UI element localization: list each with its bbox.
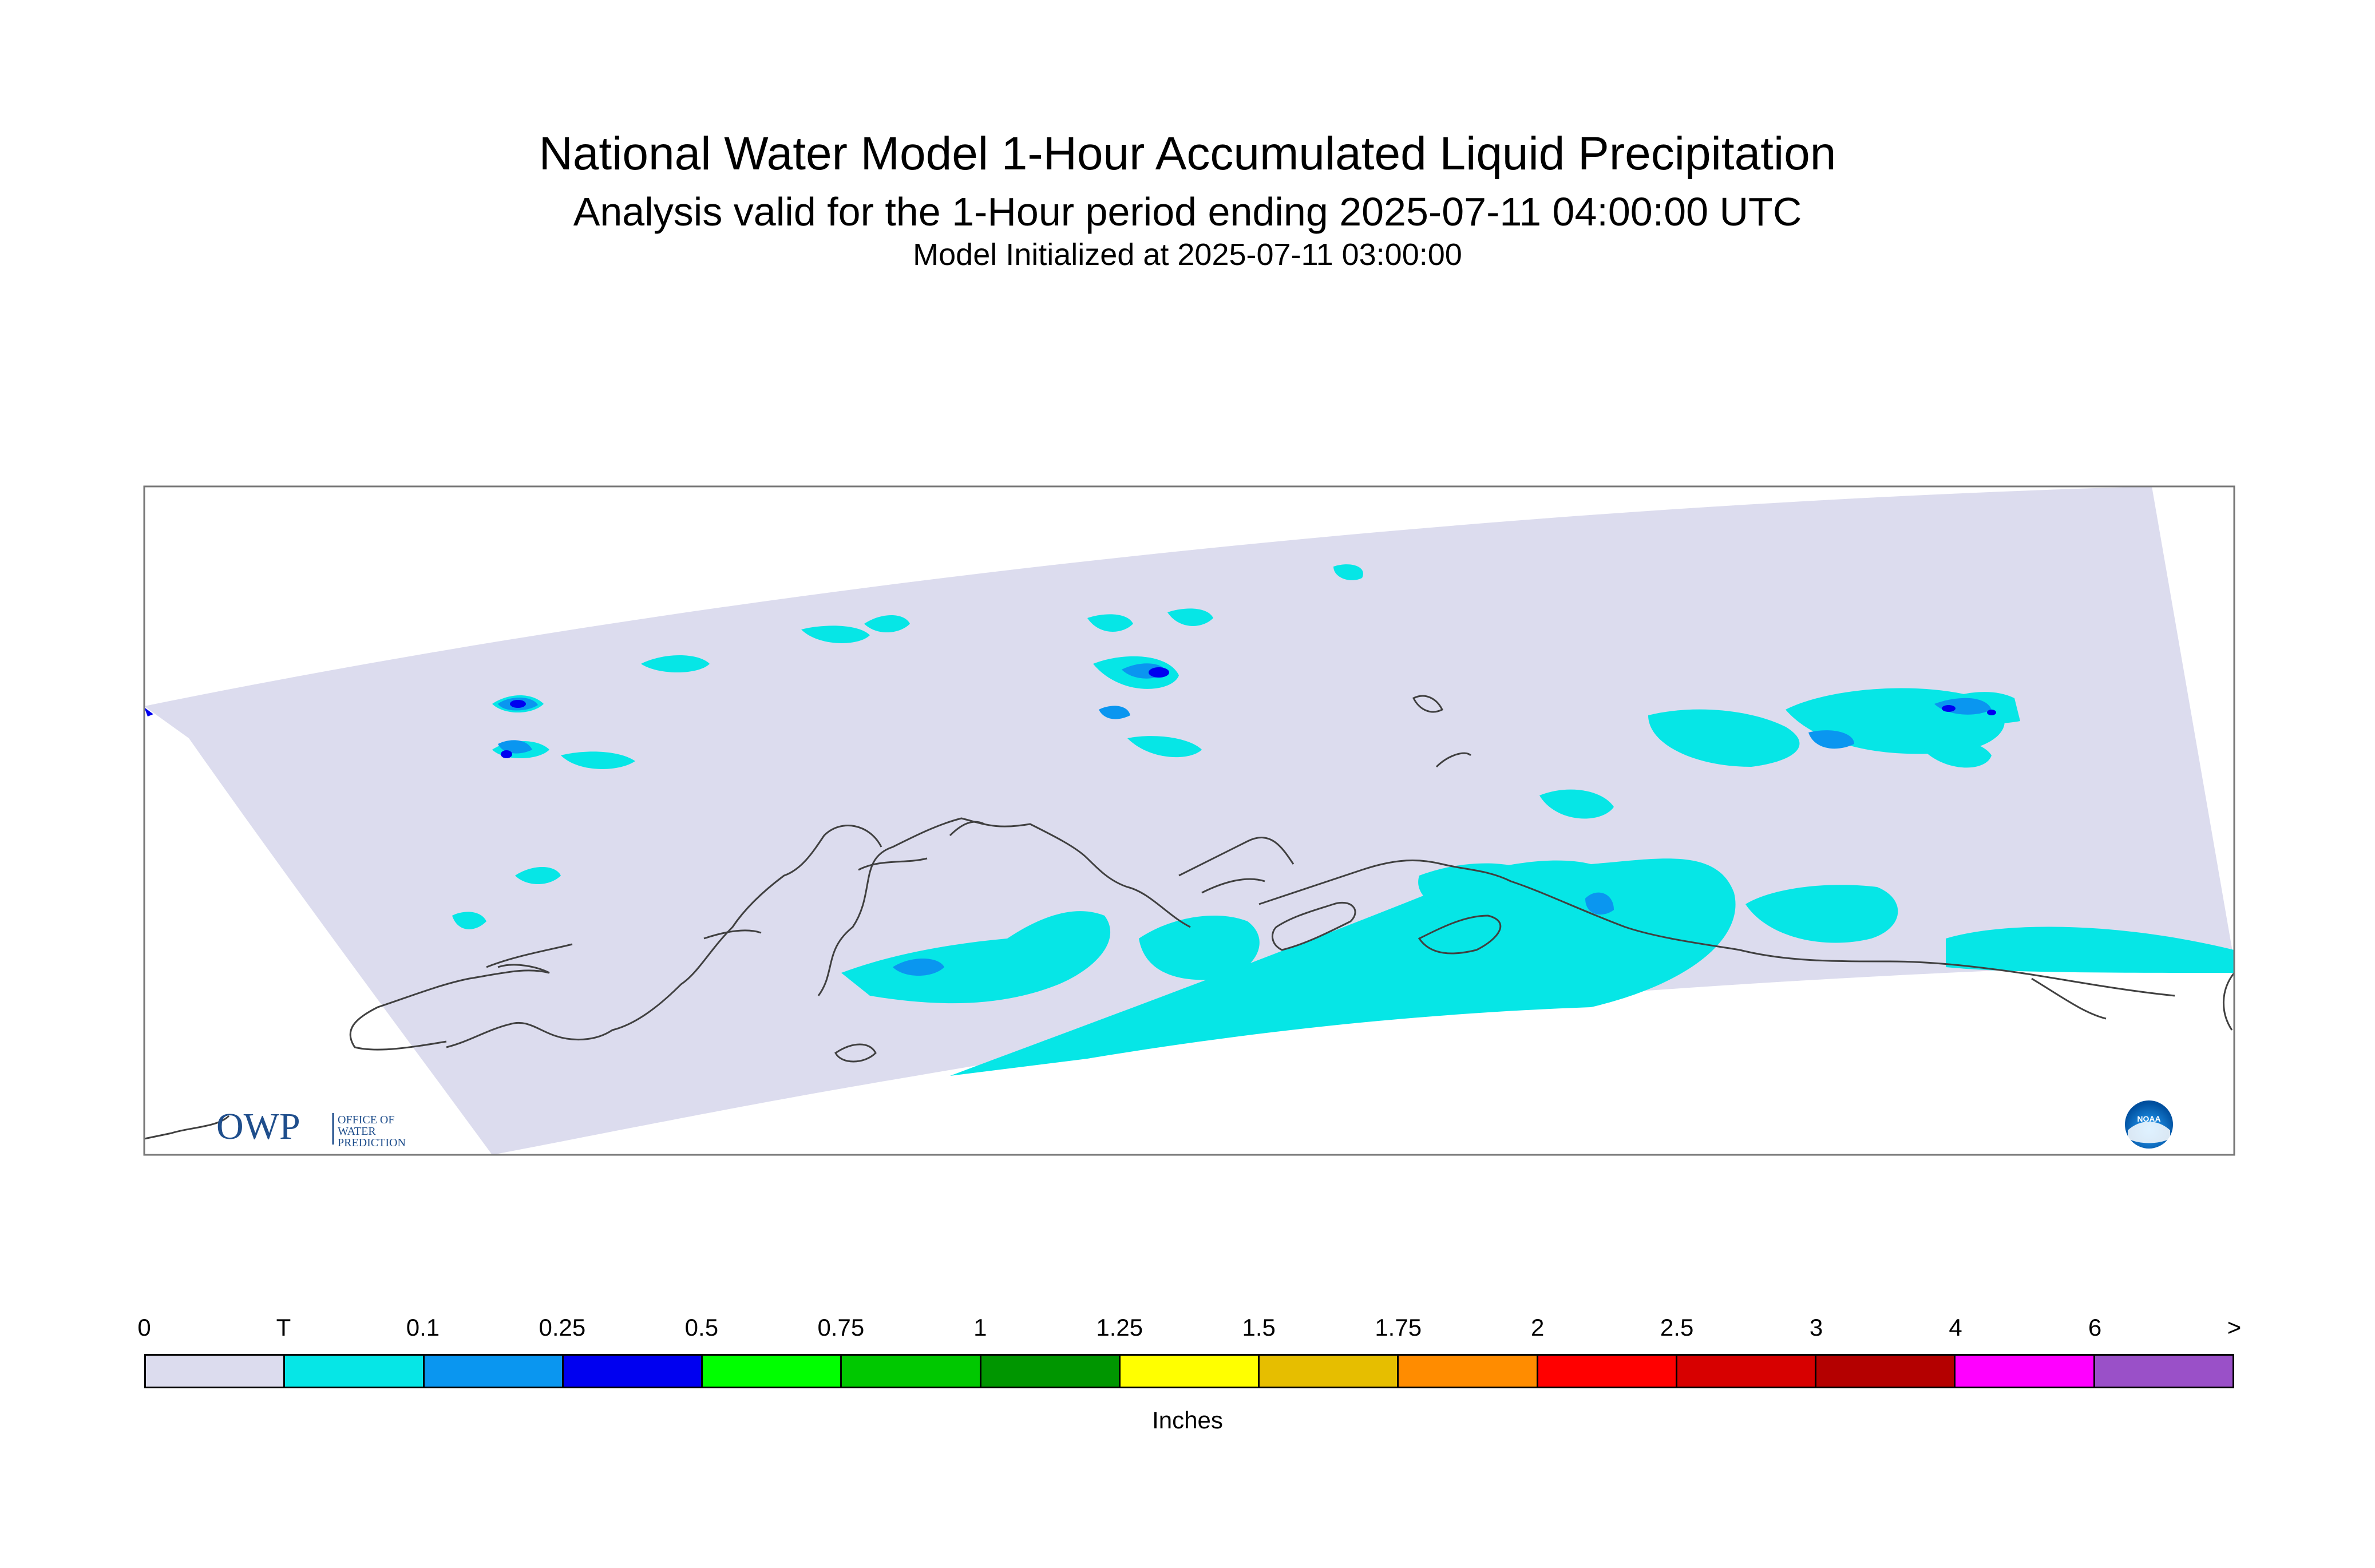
legend-label: 6 — [2088, 1314, 2102, 1341]
model-init-line: Model Initialized at 2025-07-11 03:00:00 — [913, 237, 1462, 272]
legend-swatch — [146, 1356, 286, 1387]
moderate-precip-areas — [144, 667, 1996, 758]
legend-label: 1.25 — [1096, 1314, 1143, 1341]
model-domain — [144, 486, 2234, 1155]
svg-text:WATER: WATER — [338, 1125, 376, 1138]
legend-swatch — [1260, 1356, 1399, 1387]
svg-text:PREDICTION: PREDICTION — [338, 1137, 406, 1149]
legend-label: 0 — [137, 1314, 151, 1341]
legend-label: > — [2227, 1314, 2242, 1341]
legend-labels: 0 T 0.1 0.25 0.5 0.75 1 1.25 1.5 1.75 2 2.5 3 4 6 > — [0, 1314, 2375, 1354]
legend-swatch — [285, 1356, 425, 1387]
legend-label: 1.5 — [1242, 1314, 1276, 1341]
legend-swatch — [1956, 1356, 2095, 1387]
legend-swatch — [563, 1356, 703, 1387]
legend-label: 1.75 — [1375, 1314, 1422, 1341]
legend-swatch — [842, 1356, 981, 1387]
map-frame — [143, 485, 2235, 1156]
owp-logo: OWP OFFICE OF WATER PREDICTION — [216, 1106, 406, 1149]
coastlines — [144, 695, 2234, 1140]
legend-swatch — [1538, 1356, 1677, 1387]
legend-swatch — [424, 1356, 564, 1387]
legend-label: 1 — [973, 1314, 987, 1341]
legend-label: 0.5 — [684, 1314, 719, 1341]
legend-units: Inches — [1152, 1407, 1223, 1434]
noaa-logo: NOAA — [2125, 1100, 2173, 1149]
legend-swatch — [703, 1356, 842, 1387]
legend-swatch — [2095, 1356, 2232, 1387]
legend-swatch — [1816, 1356, 1956, 1387]
legend-label: 3 — [1809, 1314, 1823, 1341]
color-legend-bar — [144, 1354, 2234, 1388]
legend-label: 4 — [1949, 1314, 1962, 1341]
legend-label: 2 — [1530, 1314, 1545, 1341]
legend-label: 0.1 — [406, 1314, 440, 1341]
legend-swatch — [1677, 1356, 1817, 1387]
svg-text:NOAA: NOAA — [2137, 1114, 2160, 1123]
legend-swatch — [1399, 1356, 1538, 1387]
svg-text:OFFICE OF: OFFICE OF — [338, 1114, 394, 1126]
legend-label: 0.75 — [817, 1314, 865, 1341]
light-precip-areas — [498, 663, 1992, 976]
legend-label: T — [276, 1314, 291, 1341]
legend-swatch — [1120, 1356, 1260, 1387]
legend-swatch — [981, 1356, 1121, 1387]
map-title: National Water Model 1-Hour Accumulated … — [539, 128, 1836, 180]
map-subtitle: Analysis valid for the 1-Hour period end… — [573, 189, 1802, 234]
legend-label: 0.25 — [539, 1314, 586, 1341]
legend-label: 2.5 — [1660, 1314, 1694, 1341]
svg-text:OWP: OWP — [216, 1106, 300, 1147]
